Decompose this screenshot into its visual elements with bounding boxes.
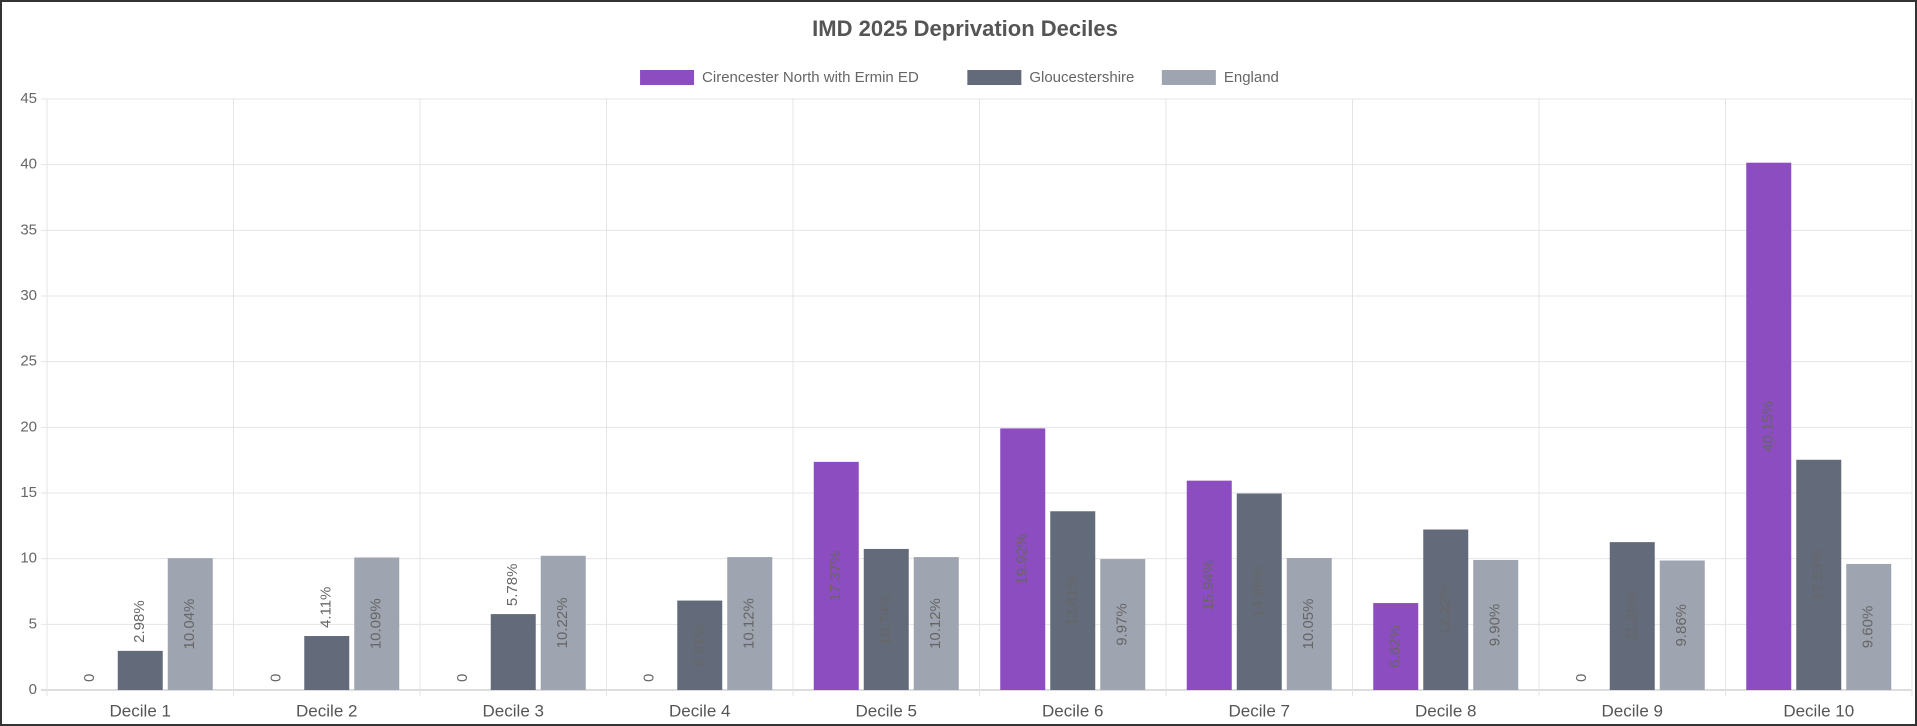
data-label: 10.09%: [368, 598, 385, 649]
bar: [1796, 459, 1842, 690]
bar: [1236, 493, 1282, 690]
data-label: 9.90%: [1487, 604, 1504, 647]
data-label: 4.11%: [318, 587, 335, 628]
bar: [1186, 480, 1232, 690]
legend-swatch: [967, 70, 1022, 85]
x-tick-label: Decile 4: [669, 701, 730, 720]
data-label: 0: [641, 674, 658, 682]
data-label: 10.12%: [927, 598, 944, 649]
bar: [117, 650, 163, 690]
data-label: 17.53%: [1810, 549, 1827, 600]
data-label: 6.62%: [1387, 625, 1404, 668]
legend-label: England: [1224, 69, 1279, 86]
bar: [354, 557, 400, 690]
chart-title: IMD 2025 Deprivation Deciles: [812, 16, 1118, 41]
data-label: 0: [268, 674, 285, 682]
bar: [304, 636, 350, 690]
data-label: 9.97%: [1114, 603, 1131, 646]
x-tick-label: Decile 1: [110, 701, 171, 720]
data-label: 9.60%: [1860, 606, 1877, 649]
bar: [1609, 542, 1655, 690]
bar: [1746, 162, 1792, 691]
y-tick-label: 5: [29, 615, 37, 632]
data-label: 15.94%: [1200, 560, 1217, 611]
bar: [813, 461, 859, 690]
bar: [863, 548, 909, 690]
data-label: 10.22%: [554, 597, 571, 648]
y-tick-label: 45: [20, 90, 37, 107]
data-label: 10.05%: [1300, 599, 1317, 650]
legend-label: Cirencester North with Ermin ED: [702, 69, 919, 86]
x-tick-label: Decile 2: [296, 701, 357, 720]
x-tick-label: Decile 8: [1415, 701, 1476, 720]
y-tick-label: 35: [20, 221, 37, 238]
data-label: 2.98%: [131, 600, 148, 643]
bar: [1659, 560, 1705, 690]
y-tick-label: 20: [20, 418, 37, 435]
y-tick-label: 0: [29, 681, 37, 698]
y-tick-label: 25: [20, 353, 37, 370]
legend-label: Gloucestershire: [1029, 69, 1134, 86]
data-label: 13.61%: [1064, 575, 1081, 626]
bar: [913, 557, 959, 690]
bar: [1473, 559, 1519, 690]
data-label: 40.15%: [1760, 401, 1777, 452]
x-tick-label: Decile 3: [483, 701, 544, 720]
bar: [727, 557, 773, 690]
legend-swatch: [640, 70, 695, 85]
data-label: 0: [1573, 674, 1590, 682]
x-tick-label: Decile 9: [1602, 701, 1663, 720]
bar: [1000, 428, 1046, 690]
data-label: 0: [81, 674, 98, 682]
data-label: 19.92%: [1014, 534, 1031, 585]
x-tick-label: Decile 10: [1783, 701, 1854, 720]
data-label: 6.81%: [691, 624, 708, 667]
data-label: 12.22%: [1437, 584, 1454, 635]
data-label: 10.74%: [877, 594, 894, 645]
bar: [1100, 559, 1146, 690]
bar: [167, 558, 213, 690]
x-tick-label: Decile 5: [856, 701, 917, 720]
bar: [490, 614, 536, 690]
x-tick-label: Decile 6: [1042, 701, 1103, 720]
y-tick-label: 15: [20, 484, 37, 501]
bar: [1423, 529, 1469, 690]
data-label: 17.37%: [827, 550, 844, 601]
data-label: 9.86%: [1673, 604, 1690, 647]
bar: [1846, 563, 1892, 690]
data-label: 11.26%: [1623, 591, 1640, 641]
bar: [1050, 511, 1096, 690]
bar: [1286, 558, 1332, 690]
data-label: 14.96%: [1250, 566, 1267, 617]
data-label: 10.04%: [181, 599, 198, 650]
data-label: 5.78%: [504, 564, 521, 607]
y-tick-label: 10: [20, 550, 37, 567]
data-label: 10.12%: [741, 598, 758, 649]
bar: [1373, 603, 1419, 690]
y-tick-label: 30: [20, 287, 37, 304]
x-tick-label: Decile 7: [1229, 701, 1290, 720]
y-tick-label: 40: [20, 156, 37, 173]
legend-swatch: [1161, 70, 1216, 85]
bar: [677, 600, 723, 690]
data-label: 0: [454, 674, 471, 682]
bar: [540, 555, 586, 690]
